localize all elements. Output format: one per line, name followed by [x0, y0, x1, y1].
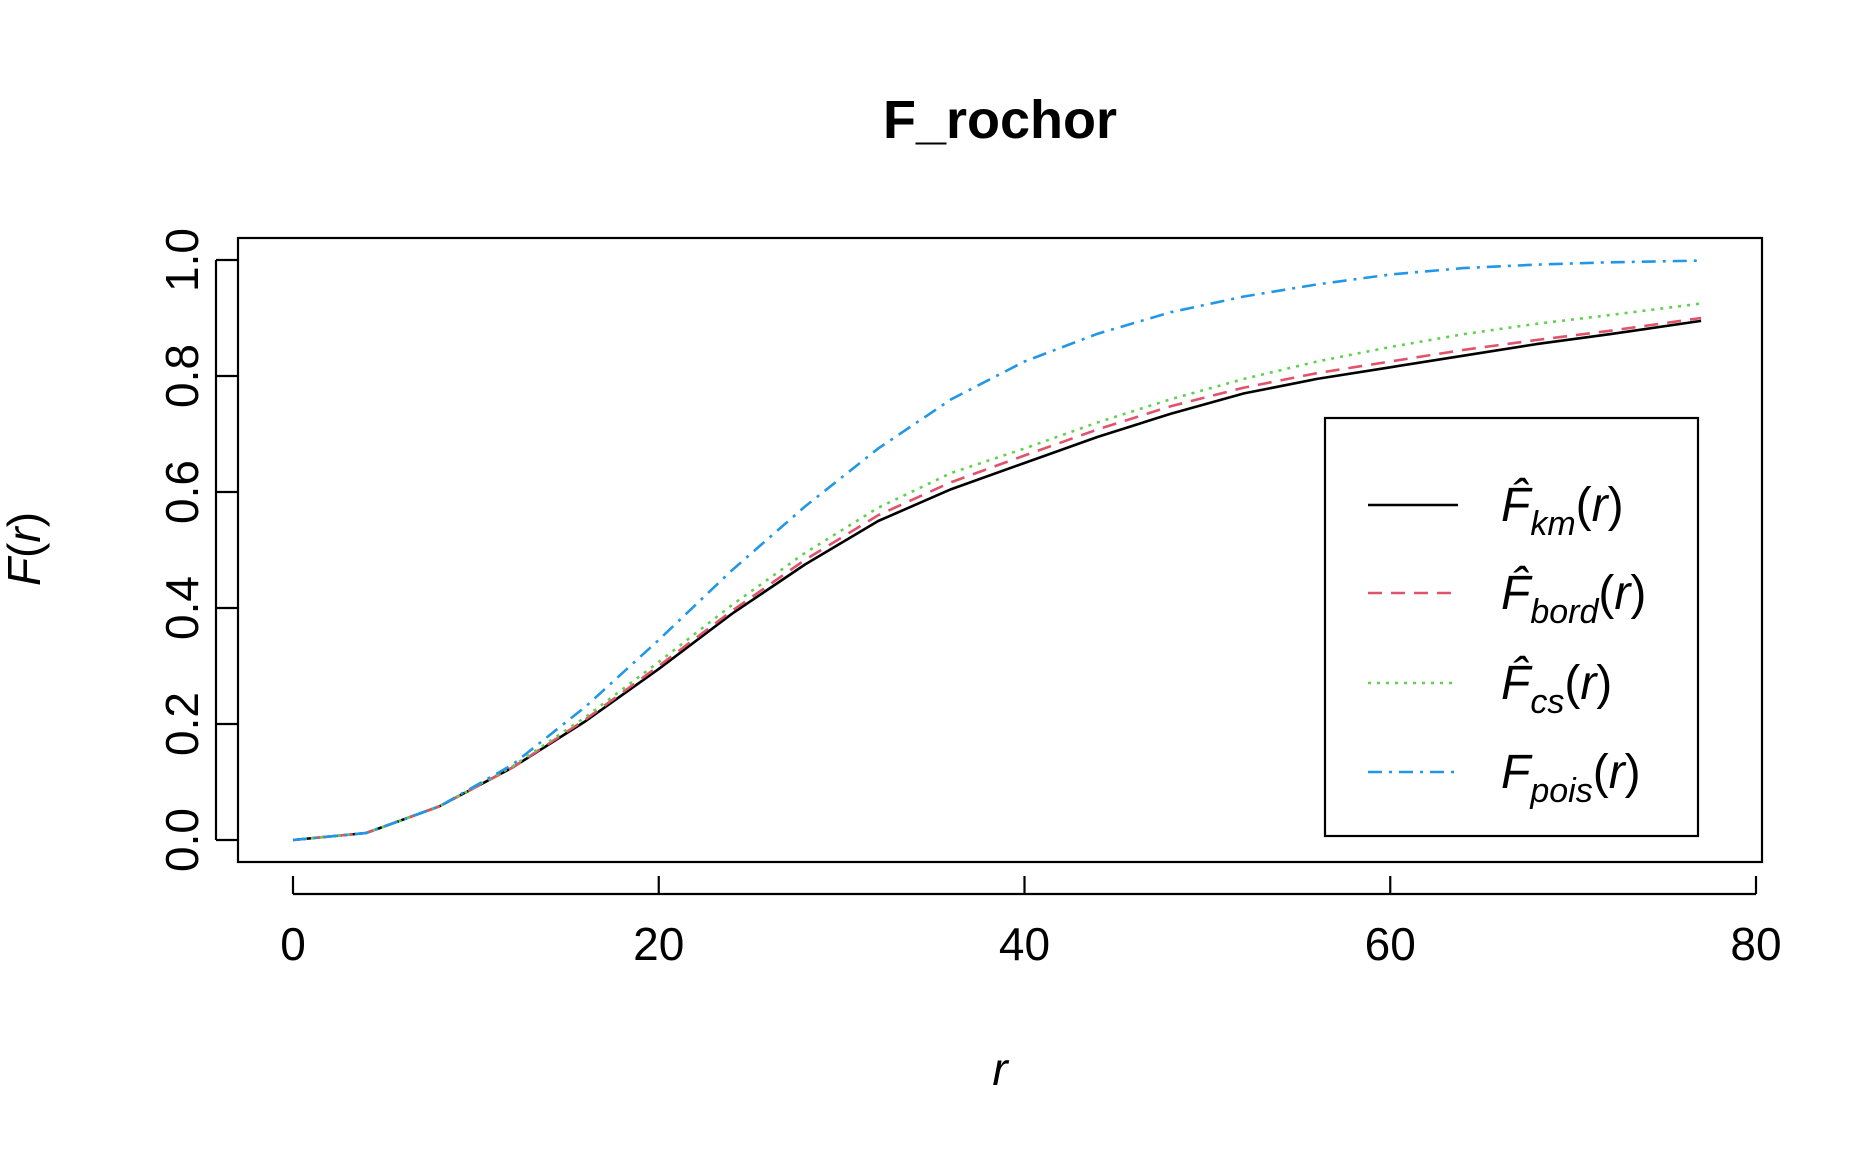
x-tick-label: 80 — [1730, 918, 1781, 970]
y-tick-label: 0.8 — [156, 344, 208, 408]
plot-frame — [236, 236, 1764, 864]
legend-label-pois: Fpois(r) — [1501, 746, 1641, 810]
y-axis-label-main: F — [0, 555, 50, 586]
series-line-cs — [292, 302, 1702, 842]
y-axis-label: F(r) — [0, 512, 50, 586]
y-axis-label-arg: r — [0, 526, 50, 543]
y-tick-label: 0.4 — [156, 576, 208, 640]
series-line-pois — [292, 259, 1702, 842]
series-line-bord — [292, 316, 1702, 842]
legend-label-bord: F̂bord(r) — [1501, 566, 1646, 631]
x-tick-label: 20 — [633, 918, 684, 970]
y-axis: 0.0 0.2 0.4 0.6 0.8 1.0 — [156, 228, 238, 872]
x-axis-label: r — [992, 1043, 1009, 1095]
y-tick-label: 0.0 — [156, 808, 208, 872]
series-layer — [292, 259, 1702, 842]
chart-title: F_rochor — [883, 90, 1117, 150]
legend-box — [1323, 416, 1700, 838]
legend-label-km: F̂km(r) — [1501, 478, 1624, 543]
y-tick-label: 0.6 — [156, 460, 208, 524]
legend-label-cs: F̂cs(r) — [1501, 656, 1612, 721]
x-tick-label: 0 — [280, 918, 306, 970]
y-tick-label: 0.2 — [156, 692, 208, 756]
series-line-km — [292, 319, 1702, 842]
y-tick-label: 1.0 — [156, 228, 208, 292]
x-axis: 0 20 40 60 80 — [280, 876, 1782, 970]
x-tick-label: 60 — [1365, 918, 1416, 970]
legend: F̂km(r) F̂bord(r) F̂cs(r) Fpois(r) — [1323, 416, 1700, 838]
x-tick-label: 40 — [999, 918, 1050, 970]
plot-area — [236, 236, 1764, 864]
